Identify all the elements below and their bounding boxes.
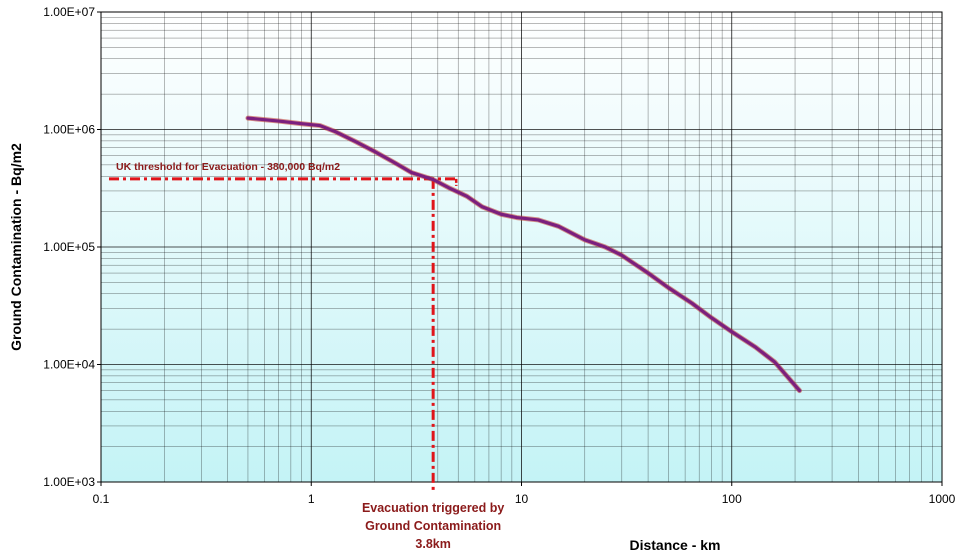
annotation-layer	[109, 177, 458, 492]
trigger-label-line: 3.8km	[415, 537, 450, 551]
series-layer	[245, 115, 802, 394]
label-layer: UK threshold for Evacuation - 380,000 Bq…	[116, 161, 504, 551]
series-line	[246, 116, 802, 393]
y-axis-title: Ground Contamination - Bq/m2	[8, 143, 24, 351]
threshold-label: UK threshold for Evacuation - 380,000 Bq…	[116, 161, 340, 173]
x-tick-label: 1	[308, 492, 315, 506]
x-tick-label: 100	[722, 492, 742, 506]
axis-layer: 0.1 1 10 100 1000 1.00E+03 1.00E+04 1.00E+05 1.0…	[43, 5, 955, 506]
trigger-label-line: Evacuation triggered by	[362, 501, 504, 515]
y-tick-label: 1.00E+05	[43, 240, 95, 254]
y-tick-label: 1.00E+06	[43, 123, 95, 137]
x-tick-label: 10	[515, 492, 529, 506]
grid-layer	[100, 12, 942, 483]
trigger-label-line: Ground Contamination	[365, 519, 501, 533]
y-tick-label: 1.00E+03	[43, 475, 95, 489]
y-tick-label: 1.00E+07	[43, 5, 95, 19]
x-tick-label: 0.1	[93, 492, 110, 506]
y-tick-label: 1.00E+04	[43, 358, 95, 372]
x-tick-label: 1000	[929, 492, 956, 506]
x-axis-title: Distance - km	[629, 537, 720, 553]
